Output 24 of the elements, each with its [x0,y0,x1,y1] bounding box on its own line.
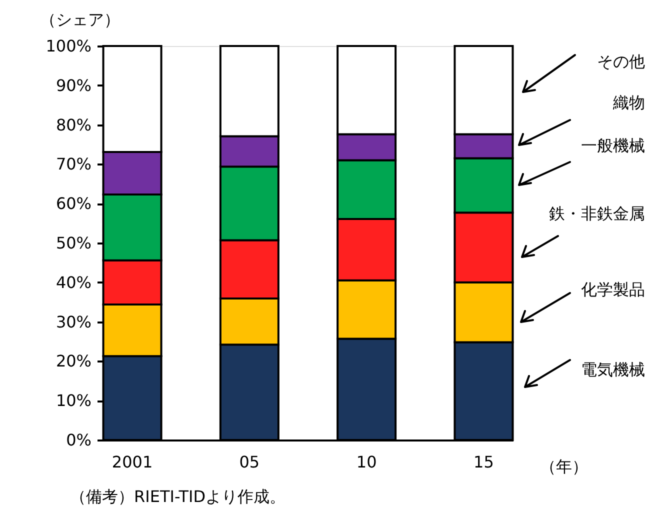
y-axis-title: （シェア） [40,10,120,29]
x-tick-label: 05 [239,452,260,472]
text: その他 [597,52,645,71]
text: 織物 [612,93,645,112]
y-tick-label: 40% [56,272,92,292]
y-tick-label: 50% [56,234,92,252]
text: 鉄・非鉄金属 [549,204,645,223]
y-tick-label: 10% [56,391,92,410]
y-tick-label: 30% [56,312,92,332]
y-tick-label: 70% [56,154,92,174]
x-tick-label: 10 [356,452,377,472]
x-tick-label: 15 [474,452,494,472]
y-tick-label: 80% [56,115,92,134]
legend-label: 電気機械 [581,360,645,379]
y-tick-label: 20% [56,352,92,371]
text: 一般機械 [581,136,645,155]
y-tick-label: 100% [46,36,92,56]
text: 化学製品 [581,280,645,299]
text: （備考）RIETI-TIDより作成。 [70,487,286,506]
x-tick-label: 2001 [112,452,153,472]
x-axis-title: （年） [540,457,588,476]
y-tick-label: 90% [56,76,92,95]
y-tick-label: 60% [56,194,92,214]
y-tick-label: 0% [66,430,92,450]
